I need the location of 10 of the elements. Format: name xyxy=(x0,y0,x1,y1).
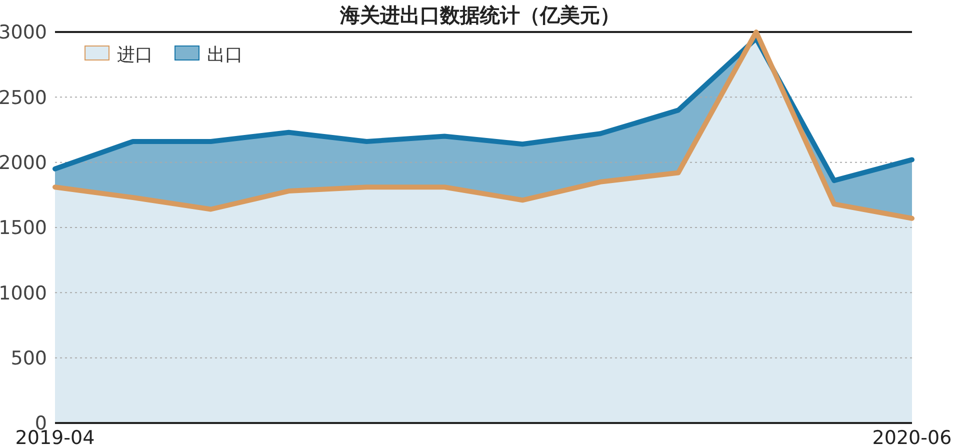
y-tick-label: 3000 xyxy=(0,22,47,44)
y-tick-label: 2500 xyxy=(0,86,47,109)
y-tick-label: 500 xyxy=(10,347,47,370)
y-tick-label: 1500 xyxy=(0,217,47,240)
legend-label: 出口 xyxy=(207,44,243,66)
x-tick-label: 2020-06 xyxy=(872,427,952,448)
chart-title: 海关进出口数据统计（亿美元） xyxy=(339,3,620,27)
y-tick-label: 1000 xyxy=(0,282,47,304)
legend-label: 进口 xyxy=(117,44,153,66)
y-tick-label: 2000 xyxy=(0,152,47,174)
